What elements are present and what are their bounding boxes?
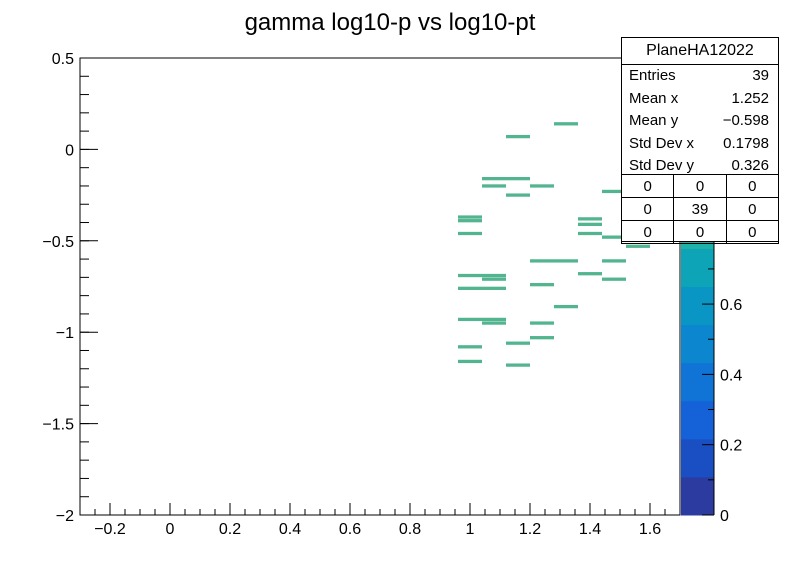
x-tick-label: 1.6 [639, 521, 661, 538]
heatmap-cell-5 [458, 317, 482, 322]
grid-cell: 0 [673, 174, 727, 198]
heatmap-cell-36 [626, 244, 650, 248]
grid-cell: 0 [725, 197, 780, 221]
grid-row: 0 0 0 [620, 174, 780, 198]
heatmap-cell-17 [506, 193, 530, 197]
plot-frame [79, 57, 681, 516]
grid-cell: 0 [725, 220, 780, 244]
heatmap-cell-28 [578, 217, 602, 221]
grid-row: 0 39 0 [620, 197, 780, 221]
chart-title: gamma log10-p vs log10-pt [245, 9, 536, 36]
heatmap-cell-6 [458, 345, 482, 349]
x-tick-label: −0.2 [94, 521, 126, 538]
colorbar-band-3 [681, 362, 714, 402]
heatmap-cell-3 [458, 273, 482, 278]
stat-value: 0.326 [731, 157, 769, 174]
heatmap-cell-20 [530, 184, 554, 188]
heatmap-cell-14 [482, 321, 506, 325]
colorbar-tick-label: 0.6 [720, 297, 742, 314]
heatmap-cell-21 [530, 259, 554, 263]
stat-label: Std Dev y [629, 157, 695, 174]
colorbar-band-6 [681, 248, 714, 287]
stat-row-mean-y: Mean y −0.598 [622, 110, 778, 133]
grid-row: 0 0 0 [620, 220, 780, 244]
colorbar-band-2 [681, 400, 714, 440]
stat-value: 1.252 [731, 89, 769, 107]
heatmap-cell-1 [458, 219, 482, 223]
heatmap-cell-27 [554, 304, 578, 309]
y-tick-label: −0.5 [42, 234, 74, 251]
heatmap-cell-26 [554, 259, 578, 263]
heatmap-cell-13 [482, 317, 506, 322]
grid-cell: 0 [620, 197, 675, 221]
x-tick-label: 0.8 [399, 521, 421, 538]
stat-label: Mean y [629, 112, 679, 129]
grid-cell: 0 [620, 220, 675, 244]
grid-cell: 0 [725, 174, 780, 198]
stat-value: 39 [752, 67, 769, 84]
grid-cell: 39 [673, 197, 727, 221]
stat-row-stddev-x: Std Dev x 0.1798 [622, 133, 778, 156]
heatmap-cell-23 [530, 321, 554, 325]
x-tick-label: 0.4 [279, 521, 301, 538]
stats-box: PlaneHA12022 Entries 39 Mean x 1.252 Mea… [620, 37, 780, 244]
heatmap-cell-4 [458, 286, 482, 290]
heatmap-cell-29 [578, 222, 602, 226]
y-tick-label: −1.5 [42, 417, 74, 434]
heatmap-cell-0 [458, 215, 482, 219]
heatmap-cell-30 [578, 231, 602, 236]
colorbar-band-4 [681, 324, 714, 364]
heatmap-cell-16 [506, 177, 530, 181]
heatmap-cell-31 [578, 272, 602, 276]
axes: −0.2 0 0.2 0.4 0.6 0.8 1 1.2 1.4 1.6 0.5 0 −0.5 −1 −1.… [42, 51, 666, 538]
colorbar-band-5 [681, 286, 714, 326]
heatmap-cell-22 [530, 283, 554, 287]
stat-label: Mean x [629, 89, 679, 107]
stats-title: PlaneHA12022 [622, 38, 778, 65]
stat-row-mean-x: Mean x 1.252 [622, 88, 778, 111]
stat-label: Entries [629, 67, 676, 84]
colorbar-band-1 [681, 438, 714, 478]
heatmap-cell-7 [458, 359, 482, 364]
heatmap-cell-2 [458, 231, 482, 236]
x-tick-label: 1.4 [579, 521, 601, 538]
x-tick-label: 0.6 [339, 521, 361, 538]
x-tick-label: 0.2 [219, 521, 241, 538]
heatmap-cell-35 [602, 277, 626, 281]
y-tick-label: −2 [56, 508, 74, 525]
colorbar-tick-label: 0 [720, 508, 729, 525]
heatmap-cell-9 [482, 184, 506, 188]
heatmap-cell-11 [482, 277, 506, 281]
y-tick-label: −1 [56, 325, 74, 342]
grid-cell: 0 [620, 174, 675, 198]
heatmap-cell-34 [602, 259, 626, 263]
stat-row-stddev-y: Std Dev y 0.326 [622, 155, 778, 178]
heatmap-cells [458, 122, 650, 367]
colorbar-tick-label: 0.2 [720, 438, 742, 455]
heatmap-cell-25 [554, 122, 578, 126]
x-tick-label: 1.2 [519, 521, 541, 538]
stat-row-entries: Entries 39 [622, 65, 778, 88]
heatmap-cell-10 [482, 273, 506, 278]
stat-value: −0.598 [722, 112, 769, 129]
heatmap-cell-32 [602, 189, 626, 194]
heatmap-cell-8 [482, 177, 506, 181]
y-tick-label: 0 [65, 142, 74, 159]
stat-value: 0.1798 [723, 134, 769, 152]
colorbar-tick-label: 0.4 [720, 367, 742, 384]
heatmap-cell-33 [602, 235, 626, 239]
heatmap-cell-18 [506, 341, 530, 345]
x-tick-label: 1 [466, 521, 475, 538]
overflow-grid: 0 0 0 0 39 0 0 0 0 [620, 174, 780, 244]
y-tick-label: 0.5 [52, 51, 74, 68]
stat-label: Std Dev x [629, 134, 695, 152]
heatmap-cell-19 [506, 363, 530, 367]
x-tick-label: 0 [166, 521, 175, 538]
grid-cell: 0 [673, 220, 727, 244]
heatmap-cell-24 [530, 336, 554, 340]
heatmap-cell-12 [482, 286, 506, 290]
heatmap-cell-15 [506, 134, 530, 139]
colorbar-band-0 [681, 476, 714, 516]
